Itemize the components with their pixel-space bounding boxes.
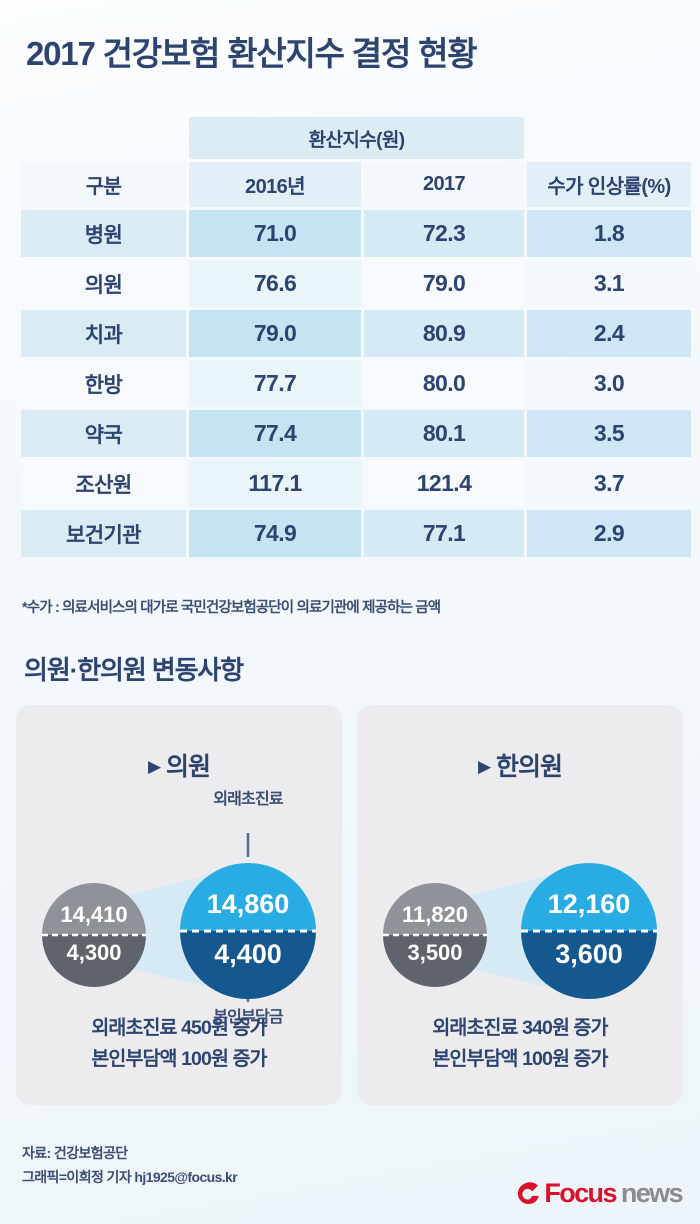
annotation-top-wrap: 외래초진료 xyxy=(16,785,342,809)
cell-2016: 77.7 xyxy=(189,360,361,407)
panel-clinic-chart: 14,410 4,300 14,860 4,400 xyxy=(16,817,342,1002)
annotation-bottom-wrap: 본인부담금 xyxy=(16,1003,342,1027)
cell-category: 조산원 xyxy=(21,460,186,507)
cell-2016: 74.9 xyxy=(189,510,361,557)
cell-2016: 71.0 xyxy=(189,210,361,257)
panel-clinic: ▶ 의원 14,410 4,300 xyxy=(16,705,342,1105)
footer-source: 자료: 건강보험공단 xyxy=(22,1145,128,1161)
summary-line-2: 본인부담액 100원 증가 xyxy=(91,1048,267,1070)
triangle-right-icon: ▶ xyxy=(477,757,491,776)
group-header-blank-right xyxy=(527,117,691,159)
cell-rate: 2.9 xyxy=(527,510,692,557)
group-header-conversion-index: 환산지수(원) xyxy=(189,117,525,159)
annotation-outpatient-fee: 외래초진료 xyxy=(213,791,283,808)
after-bottom-value: 4,400 xyxy=(214,939,282,969)
cell-rate: 1.8 xyxy=(527,210,692,257)
annotation-copayment: 본인부담금 xyxy=(213,1009,283,1026)
summary-line-1: 외래초진료 450원 증가 xyxy=(91,1017,267,1039)
cell-2017: 80.1 xyxy=(364,410,525,457)
after-top-value: 12,160 xyxy=(548,889,631,919)
table-group-header-row: 환산지수(원) xyxy=(21,117,691,159)
before-bottom-value: 4,300 xyxy=(66,940,121,965)
summary-line-2: 본인부담액 100원 증가 xyxy=(432,1048,608,1070)
cell-2016: 76.6 xyxy=(189,260,361,307)
cell-category: 의원 xyxy=(21,260,186,307)
panel-oriental-clinic-label: 한의원 xyxy=(496,753,563,781)
table-footnote: *수가 : 의료서비스의 대가로 국민건강보험공단이 의료기관에 제공하는 금액 xyxy=(22,600,441,616)
after-bottom-value: 3,600 xyxy=(555,939,623,969)
cell-category: 보건기관 xyxy=(21,510,186,557)
conversion-index-table: 환산지수(원) 구분 2016년 2017 수가 인상률(%) 병원 71.0 … xyxy=(18,114,694,560)
cell-rate: 3.1 xyxy=(527,260,692,307)
cell-rate: 2.4 xyxy=(527,310,692,357)
cell-2017: 79.0 xyxy=(364,260,525,307)
cell-category: 약국 xyxy=(21,410,186,457)
logo-focus-text: Focus xyxy=(544,1177,617,1208)
table-row: 조산원 117.1 121.4 3.7 xyxy=(21,460,692,507)
table-row: 보건기관 74.9 77.1 2.9 xyxy=(21,510,692,557)
cell-rate: 3.7 xyxy=(527,460,692,507)
table-header-row: 구분 2016년 2017 수가 인상률(%) xyxy=(21,162,692,207)
focus-e-swirl-icon xyxy=(518,1181,539,1204)
cell-2017: 77.1 xyxy=(364,510,525,557)
column-header-2016: 2016년 xyxy=(189,162,361,207)
footer-credits: 자료: 건강보험공단 그래픽=이희정 기자 hj1925@focus.kr xyxy=(22,1141,238,1189)
cell-rate: 3.0 xyxy=(527,360,692,407)
before-top-value: 11,820 xyxy=(402,902,468,927)
logo-news-text: news xyxy=(620,1177,684,1208)
table-row: 한방 77.7 80.0 3.0 xyxy=(21,360,692,407)
after-top-value: 14,860 xyxy=(207,889,290,919)
triangle-right-icon: ▶ xyxy=(147,757,161,776)
panel-oriental-clinic-summary: 외래초진료 340원 증가 본인부담액 100원 증가 xyxy=(357,1013,683,1075)
cell-2017: 80.0 xyxy=(364,360,525,407)
oriental-clinic-circle-comparison-svg: 11,820 3,500 12,160 3,600 xyxy=(383,863,657,999)
panel-clinic-heading: ▶ 의원 xyxy=(16,747,342,783)
footer-graphic-credit: 그래픽=이희정 기자 hj1925@focus.kr xyxy=(22,1169,238,1185)
cell-rate: 3.5 xyxy=(527,410,692,457)
group-header-blank xyxy=(21,117,186,159)
section-title: 의원·한의원 변동사항 xyxy=(24,655,244,685)
clinic-circle-comparison-svg: 14,410 4,300 14,860 4,400 xyxy=(42,833,316,1002)
column-header-category: 구분 xyxy=(21,162,186,207)
after-circle-group: 14,860 4,400 xyxy=(180,863,316,999)
table-row: 약국 77.4 80.1 3.5 xyxy=(21,410,692,457)
table-row: 치과 79.0 80.9 2.4 xyxy=(21,310,692,357)
cell-2016: 77.4 xyxy=(189,410,361,457)
conversion-index-table-wrapper: 환산지수(원) 구분 2016년 2017 수가 인상률(%) 병원 71.0 … xyxy=(18,114,692,560)
table-row: 병원 71.0 72.3 1.8 xyxy=(21,210,692,257)
cell-2016: 117.1 xyxy=(189,460,361,507)
column-header-rate: 수가 인상률(%) xyxy=(527,162,692,207)
before-circle-group: 11,820 3,500 xyxy=(383,883,487,987)
cell-category: 병원 xyxy=(21,210,186,257)
cell-2017: 121.4 xyxy=(364,460,525,507)
before-bottom-value: 3,500 xyxy=(407,940,462,965)
panel-oriental-clinic-chart: 11,820 3,500 12,160 3,600 xyxy=(357,817,683,1002)
before-circle-group: 14,410 4,300 xyxy=(42,883,146,987)
column-header-2017: 2017 xyxy=(364,162,525,207)
panel-clinic-summary: 외래초진료 450원 증가 본인부담액 100원 증가 xyxy=(16,1013,342,1075)
page-title: 2017 건강보험 환산지수 결정 현황 xyxy=(26,35,478,72)
summary-line-1: 외래초진료 340원 증가 xyxy=(432,1017,608,1039)
cell-category: 치과 xyxy=(21,310,186,357)
cell-2017: 80.9 xyxy=(364,310,525,357)
cell-category: 한방 xyxy=(21,360,186,407)
after-circle-group: 12,160 3,600 xyxy=(521,863,657,999)
table-row: 의원 76.6 79.0 3.1 xyxy=(21,260,692,307)
panel-clinic-label: 의원 xyxy=(166,753,211,781)
cell-2016: 79.0 xyxy=(189,310,361,357)
focus-news-logo: Focus news xyxy=(516,1177,684,1208)
before-top-value: 14,410 xyxy=(60,902,127,927)
cell-2017: 72.3 xyxy=(364,210,525,257)
panel-oriental-clinic: ▶ 한의원 11,820 3,500 xyxy=(357,705,683,1105)
panel-oriental-clinic-heading: ▶ 한의원 xyxy=(357,747,683,783)
